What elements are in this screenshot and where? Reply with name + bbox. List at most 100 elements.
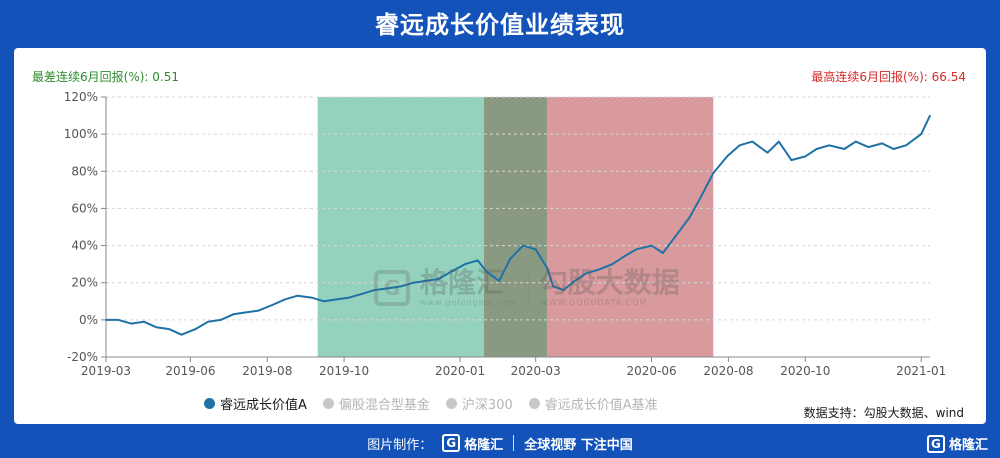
series-point <box>257 309 260 312</box>
legend-label: 睿远成长价值A基准 <box>544 398 658 413</box>
legend-label: 偏股混合型基金 <box>338 398 430 413</box>
series-point <box>207 320 209 323</box>
series-point <box>892 148 895 150</box>
series-point <box>105 319 107 321</box>
y-tick-label: 60% <box>71 201 98 215</box>
series-point <box>562 289 565 291</box>
series-point <box>650 244 653 247</box>
x-tick-label: 2020-10 <box>780 364 830 378</box>
series-point <box>843 148 846 150</box>
watermark-brand2: 勾股大数据 <box>539 266 680 300</box>
x-tick-label: 2019-03 <box>81 364 131 378</box>
series-point <box>219 319 222 321</box>
x-tick-label: 2020-06 <box>626 364 676 378</box>
legend-item-1[interactable]: 偏股混合型基金 <box>322 394 430 413</box>
y-tick-label: 0% <box>79 313 98 327</box>
series-point <box>929 114 931 117</box>
worst-return-label: 最差连续6月回报(%): <box>32 70 149 84</box>
series-point <box>348 296 350 299</box>
series-point <box>699 196 702 199</box>
footer-brand-logo: G 格隆汇 <box>442 434 503 453</box>
legend-label: 沪深300 <box>461 398 513 413</box>
series-point <box>854 140 857 143</box>
corner-brand-logo: G 格隆汇 <box>926 434 988 453</box>
series-point <box>623 255 625 258</box>
performance-chart: 120% 100% 80% 60% 40% 20% 0% -20%2019-03 2019-06… <box>64 90 947 378</box>
watermark: G 格隆汇 www.gelonghui.com 勾股大数据 WWW.GOGUDA… <box>374 266 680 308</box>
series-point <box>804 155 807 158</box>
series-point <box>597 268 600 271</box>
series-point <box>726 155 728 158</box>
x-tick-label: 2020-03 <box>511 364 561 378</box>
series-point <box>712 172 715 174</box>
series-point <box>425 280 427 282</box>
legend-item-2[interactable]: 沪深300 <box>445 394 513 413</box>
series-point <box>534 248 537 251</box>
series-point <box>245 311 247 314</box>
x-tick-label: 2019-08 <box>242 364 292 378</box>
series-point <box>585 272 587 275</box>
page-title: 睿远成长价值业绩表现 <box>375 10 625 39</box>
series-point <box>373 289 376 291</box>
x-tick-label: 2019-10 <box>319 364 369 378</box>
series-point <box>573 280 576 282</box>
series-point <box>387 287 390 290</box>
series-point <box>232 313 235 316</box>
legend-label: 睿远成长价值A <box>220 398 307 413</box>
series-point <box>412 281 415 284</box>
series-point <box>522 244 524 247</box>
series-point <box>476 259 479 262</box>
best-return-label: 最高连续6月回报(%): <box>811 70 928 84</box>
series-point <box>662 252 664 254</box>
x-tick-label: 2020-08 <box>703 364 753 378</box>
series-point <box>674 235 677 238</box>
series-point <box>360 293 363 295</box>
legend-dot-icon <box>322 398 334 409</box>
series-point <box>738 144 741 147</box>
y-tick-label: -20% <box>67 350 98 364</box>
series-point <box>552 285 555 288</box>
chart-legend: 睿远成长价值A 偏股混合型基金 沪深300 睿远成长价值A基准 <box>204 394 658 413</box>
series-point <box>766 151 769 154</box>
y-tick-label: 20% <box>71 276 98 290</box>
series-point <box>881 142 883 145</box>
series-point <box>194 328 197 330</box>
header: 睿远成长价值业绩表现 <box>0 0 1000 44</box>
series-point <box>168 328 170 330</box>
series-point <box>323 300 325 303</box>
best-return-value: 66.54 <box>931 70 966 84</box>
series-point <box>464 263 466 265</box>
y-tick-label: 40% <box>71 239 98 253</box>
footer: 图片制作： G 格隆汇 全球视野 下注中国 <box>0 428 1000 458</box>
worst-period-band <box>317 97 484 357</box>
chart-panel: 最差连续6月回报(%): 0.51 最高连续6月回报(%): 66.54 120… <box>14 48 986 424</box>
series-point <box>815 148 818 150</box>
series-point <box>117 319 120 321</box>
watermark-brand1-url: www.gelonghui.com <box>420 298 518 307</box>
legend-dot-icon <box>445 398 457 409</box>
y-tick-label: 100% <box>64 127 98 141</box>
best-return-stat: 最高连续6月回报(%): 66.54 <box>811 68 966 85</box>
watermark-brand1: 格隆汇 <box>420 266 505 300</box>
x-tick-label: 2021-01 <box>896 364 946 378</box>
x-tick-label: 2019-06 <box>165 364 215 378</box>
series-point <box>180 333 183 336</box>
series-point <box>450 270 453 273</box>
series-point <box>335 298 338 301</box>
x-tick-label: 2020-01 <box>435 364 485 378</box>
series-point <box>142 320 145 323</box>
footer-slogan: 全球视野 下注中国 <box>524 437 633 453</box>
legend-dot-icon <box>204 398 215 409</box>
series-point <box>310 296 313 299</box>
overlap-period-band <box>483 97 547 357</box>
y-tick-label: 120% <box>64 90 98 104</box>
y-tick-label: 80% <box>71 164 98 178</box>
series-point <box>400 285 402 288</box>
series-point <box>920 133 922 135</box>
legend-item-3[interactable]: 睿远成长价值A基准 <box>528 394 658 413</box>
worst-return-stat: 最差连续6月回报(%): 0.51 <box>32 68 179 85</box>
series-point <box>271 304 274 306</box>
legend-item-0[interactable]: 睿远成长价值A <box>204 394 307 413</box>
series-point <box>751 140 754 143</box>
series-point <box>790 159 793 161</box>
